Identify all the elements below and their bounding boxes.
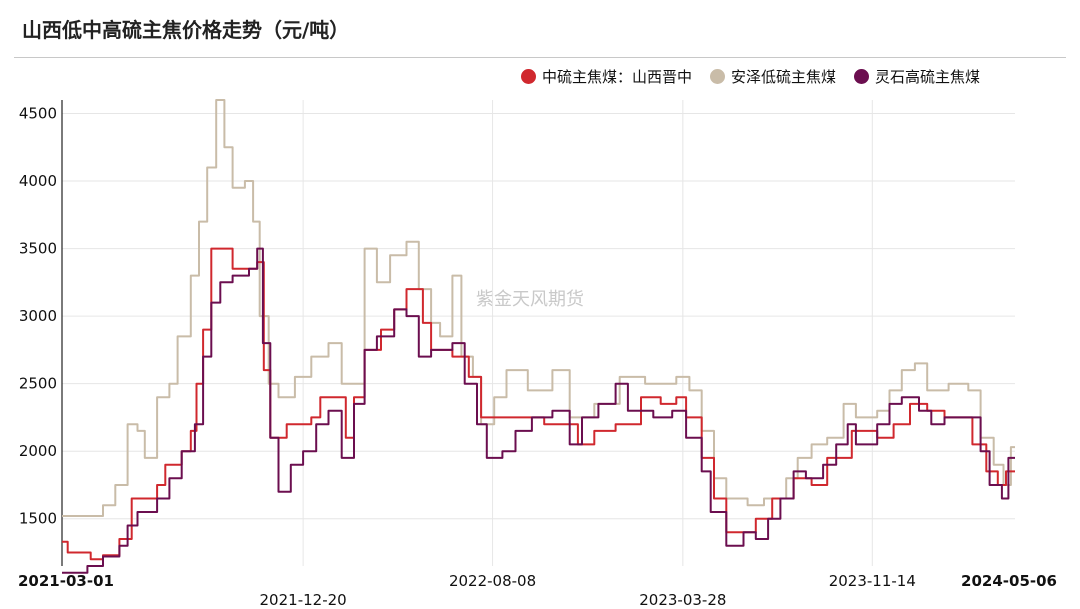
legend-marker-mid-sulfur bbox=[520, 69, 536, 84]
y-tick-label: 1500 bbox=[19, 510, 57, 528]
legend-label-anze-low-sulfur: 安泽低硫主焦煤 bbox=[730, 68, 836, 86]
y-tick-label: 2000 bbox=[19, 442, 57, 460]
series-line-lingshi-high-sulfur bbox=[62, 247, 1015, 574]
chart-legend: 中硫主焦煤：山西晋中 安泽低硫主焦煤 灵石高硫主焦煤 bbox=[520, 66, 980, 87]
y-tick-label: 4000 bbox=[19, 172, 57, 190]
x-tick-label: 2021-12-20 bbox=[260, 591, 347, 609]
x-tick-label: 2021-03-01 bbox=[18, 572, 114, 590]
watermark: 紫金天风期货 bbox=[476, 289, 584, 310]
y-tick-label: 3500 bbox=[19, 240, 57, 258]
y-tick-label: 2500 bbox=[19, 375, 57, 393]
chart-title: 山西低中高硫主焦价格走势（元/吨） bbox=[22, 18, 350, 42]
title-divider bbox=[14, 57, 1066, 58]
legend-item-lingshi-high-sulfur[interactable]: 灵石高硫主焦煤 bbox=[853, 66, 980, 87]
legend-label-lingshi-high-sulfur: 灵石高硫主焦煤 bbox=[874, 68, 980, 86]
x-tick-label: 2024-05-06 bbox=[961, 572, 1057, 590]
legend-marker-anze-low-sulfur bbox=[709, 69, 725, 84]
legend-label-mid-sulfur: 中硫主焦煤：山西晋中 bbox=[541, 68, 692, 86]
x-tick-label: 2023-03-28 bbox=[639, 591, 726, 609]
legend-item-mid-sulfur[interactable]: 中硫主焦煤：山西晋中 bbox=[520, 66, 692, 87]
y-tick-label: 3000 bbox=[19, 307, 57, 325]
y-tick-label: 4500 bbox=[19, 105, 57, 123]
legend-marker-lingshi-high-sulfur bbox=[853, 69, 869, 84]
legend-item-anze-low-sulfur[interactable]: 安泽低硫主焦煤 bbox=[709, 66, 836, 87]
series-line-mid-sulfur bbox=[62, 247, 1015, 561]
x-tick-label: 2023-11-14 bbox=[829, 572, 916, 590]
x-tick-label: 2022-08-08 bbox=[449, 572, 536, 590]
